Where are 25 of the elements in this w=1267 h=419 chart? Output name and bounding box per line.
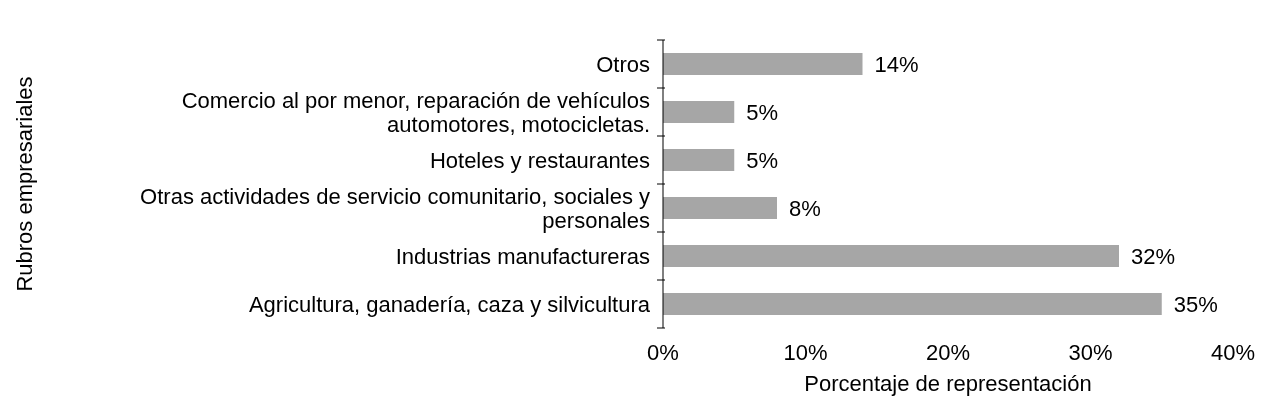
bar [663,292,1162,315]
y-tick-label: Comercio al por menor, reparación de vehículos automotores, motocicletas. [181,87,650,137]
x-tick-label: 40% [1210,339,1256,365]
y-tick-label: Otros [596,51,650,77]
x-tick-label: 30% [1068,339,1113,365]
bar [663,244,1119,267]
y-axis-title: Rubros empresariales [11,76,37,292]
x-tick-label: 0% [647,339,679,365]
x-tick-label: 20% [925,339,971,365]
x-tick-label: 10% [783,339,828,365]
y-tick-label: Otras actividades de servicio comunitario, sociales y personales [140,183,650,233]
data-label: 32% [1131,243,1176,269]
x-axis-title: Porcentaje de representación [804,371,1092,396]
data-label: 35% [1173,291,1218,317]
y-tick-label: Hoteles y restaurantes [429,147,650,173]
bar [663,148,735,171]
data-label: 14% [874,51,919,77]
y-tick-label: Agricultura, ganadería, caza y silvicultura [248,291,651,317]
data-label: 5% [746,99,779,125]
bar [663,100,735,123]
bar [663,196,777,219]
y-tick-label: Industrias manufactureras [395,243,650,269]
data-label: 5% [746,147,779,173]
data-label: 8% [789,195,821,221]
bar [663,52,863,75]
